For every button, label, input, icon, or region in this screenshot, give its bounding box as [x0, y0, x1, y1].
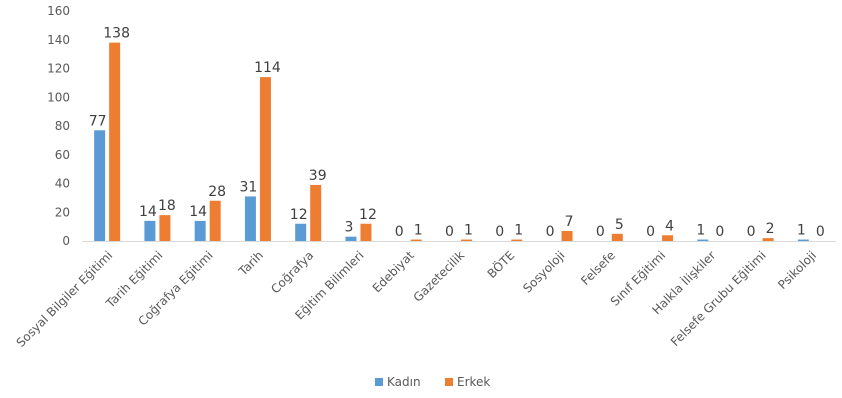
y-tick-label: 120: [47, 62, 70, 76]
data-label: 0: [715, 224, 724, 240]
data-label: 77: [89, 113, 107, 129]
data-label: 2: [766, 221, 775, 237]
legend: Kadın Erkek: [375, 375, 490, 389]
data-label: 0: [646, 224, 655, 240]
data-label: 3: [345, 220, 354, 236]
data-label: 1: [696, 223, 705, 239]
data-label: 12: [290, 207, 308, 223]
legend-swatch-kadın: [375, 378, 383, 386]
data-label: 28: [208, 184, 226, 200]
category-label: BÖTE: [483, 247, 517, 281]
y-tick-label: 160: [47, 4, 70, 18]
data-label: 0: [395, 224, 404, 240]
data-label: 138: [103, 26, 130, 42]
category-label: Gazetecilik: [411, 248, 468, 305]
bar-erkek: [662, 235, 674, 241]
bar-erkek: [561, 230, 573, 241]
data-label: 0: [816, 224, 825, 240]
data-label: 0: [445, 224, 454, 240]
y-tick-label: 60: [55, 148, 70, 162]
bar-erkek: [209, 200, 221, 241]
category-label: Psikoloji: [775, 248, 819, 292]
bar-erkek: [611, 233, 623, 241]
bars: [94, 42, 809, 241]
data-label: 1: [797, 223, 806, 239]
legend-label-kadın: Kadın: [387, 375, 421, 389]
data-label: 0: [747, 224, 756, 240]
bar-erkek: [310, 184, 322, 241]
legend-swatch-erkek: [445, 378, 453, 386]
category-label: Felsefe: [578, 248, 618, 288]
bar-erkek: [259, 77, 271, 241]
y-tick-label: 80: [55, 119, 70, 133]
data-label: 4: [665, 218, 674, 234]
data-label: 1: [414, 223, 423, 239]
data-label: 7: [565, 214, 574, 230]
category-label: Coğrafya: [268, 248, 316, 296]
bar-kadın: [244, 196, 256, 241]
bar-kadın: [345, 236, 357, 241]
category-label: Sosyal Bilgiler Eğitimi: [14, 248, 116, 350]
bar-erkek: [159, 215, 171, 241]
y-tick-label: 140: [47, 33, 70, 47]
bar-kadın: [144, 220, 156, 241]
category-label: Felsefe Grubu Eğitimi: [668, 248, 769, 349]
y-tick-label: 20: [55, 205, 70, 219]
bar-erkek: [461, 239, 472, 241]
bar-erkek: [360, 223, 372, 241]
bar-erkek: [511, 239, 523, 241]
y-axis: 0 20 40 60 80 100 120 140 160: [47, 4, 70, 248]
data-label: 1: [514, 223, 523, 239]
legend-label-erkek: Erkek: [457, 375, 490, 389]
data-label: 14: [139, 204, 157, 220]
y-tick-label: 0: [62, 234, 70, 248]
data-label: 12: [359, 207, 377, 223]
bar-kadın: [94, 130, 106, 241]
bar-erkek: [762, 238, 774, 241]
data-label: 0: [596, 224, 605, 240]
data-label: 114: [254, 60, 281, 76]
bar-kadın: [194, 220, 206, 241]
bar-kadın: [797, 239, 809, 241]
y-tick-label: 40: [55, 177, 70, 191]
bar-kadın: [697, 239, 709, 241]
data-label: 1: [464, 223, 473, 239]
data-label: 0: [546, 224, 555, 240]
data-label: 14: [189, 204, 207, 220]
bar-kadın: [295, 223, 307, 241]
data-label: 0: [495, 224, 504, 240]
bar-erkek: [109, 42, 121, 241]
bar-erkek: [410, 239, 422, 241]
category-label: Tarih: [235, 248, 266, 279]
category-label: Edebiyat: [370, 248, 417, 295]
data-label: 31: [240, 179, 258, 195]
category-label: Sosyoloji: [520, 248, 567, 295]
data-label: 18: [158, 198, 176, 214]
y-tick-label: 100: [47, 90, 70, 104]
data-label: 5: [615, 217, 624, 233]
data-label: 39: [309, 168, 327, 184]
